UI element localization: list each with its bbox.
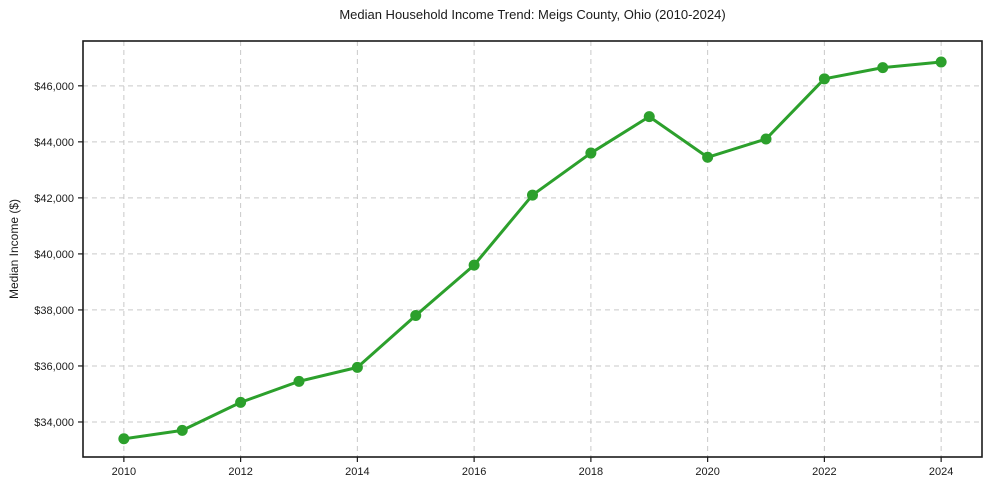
x-tick-label: 2018 <box>579 466 603 478</box>
y-tick-label: $34,000 <box>34 417 74 429</box>
data-point-marker <box>176 424 188 436</box>
data-point-marker <box>818 73 830 85</box>
data-point-marker <box>585 147 597 159</box>
data-point-marker <box>235 396 247 408</box>
data-point-marker <box>760 133 772 145</box>
y-tick-label: $38,000 <box>34 305 74 317</box>
data-point-marker <box>527 189 538 201</box>
x-tick-label: 2010 <box>112 466 136 478</box>
data-point-marker <box>468 259 480 271</box>
chart-title: Median Household Income Trend: Meigs Cou… <box>339 7 726 22</box>
data-point-marker <box>935 56 947 68</box>
x-tick-label: 2016 <box>462 466 486 478</box>
y-tick-label: $42,000 <box>34 193 74 205</box>
data-point-marker <box>351 361 363 373</box>
trend-line <box>122 60 943 441</box>
data-point-marker <box>118 433 130 445</box>
data-point-marker <box>410 310 422 322</box>
x-tick-label: 2024 <box>929 466 953 478</box>
y-tick-label: $36,000 <box>34 361 74 373</box>
data-point-marker <box>877 62 889 74</box>
y-tick-label: $44,000 <box>34 137 74 149</box>
x-tick-label: 2014 <box>345 466 369 478</box>
y-tick-label: $40,000 <box>34 249 74 261</box>
data-point-marker <box>702 151 714 163</box>
x-tick-label: 2020 <box>695 466 719 478</box>
data-point-marker <box>643 111 655 123</box>
x-tick-label: 2022 <box>812 466 836 478</box>
plot-border <box>82 40 983 458</box>
data-point-marker <box>293 375 305 387</box>
y-tick-label: $46,000 <box>34 81 74 93</box>
x-tick-label: 2012 <box>228 466 252 478</box>
